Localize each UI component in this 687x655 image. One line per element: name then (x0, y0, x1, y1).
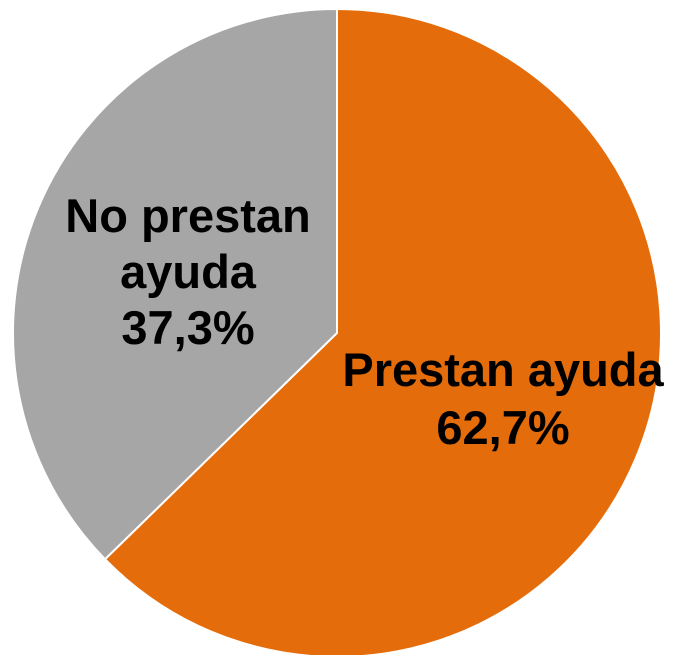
pie-slice-prestan-ayuda (103, 7, 662, 655)
pie-labels: Prestan ayuda 62,7% No prestan ayuda 37,3% (65, 189, 664, 454)
slice-category-label: Prestan ayuda (342, 343, 664, 396)
slice-value-label: 37,3% (121, 301, 254, 354)
slice-label-no-prestan-ayuda: No prestan ayuda 37,3% (65, 189, 311, 354)
pie-slices (12, 7, 662, 655)
pie-slice-no-prestan-ayuda (12, 7, 338, 561)
slice-category-label: No prestan (65, 189, 311, 242)
slice-category-label: ayuda (120, 245, 257, 298)
slice-value-label: 62,7% (436, 401, 569, 454)
slice-label-prestan-ayuda: Prestan ayuda 62,7% (342, 343, 664, 454)
